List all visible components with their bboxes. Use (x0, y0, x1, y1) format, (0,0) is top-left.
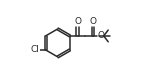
Text: O: O (89, 17, 96, 26)
Text: Cl: Cl (31, 45, 40, 54)
Text: O: O (74, 17, 81, 26)
Text: O: O (98, 31, 105, 40)
